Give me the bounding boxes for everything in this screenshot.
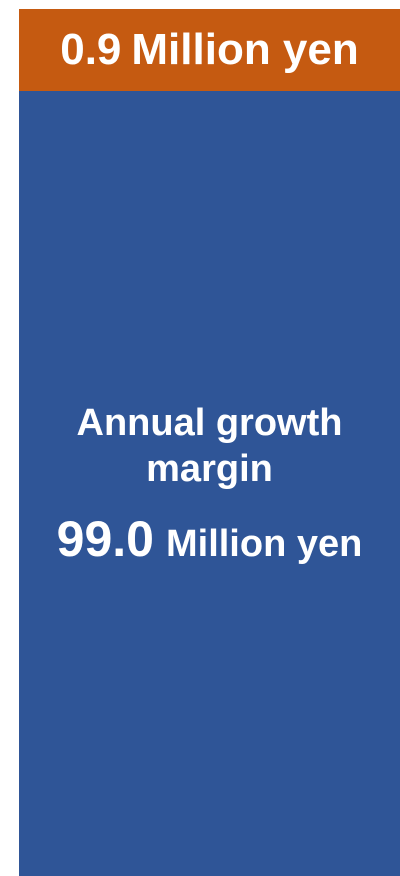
- bar-segment-top: 0.9 Million yen: [19, 9, 400, 91]
- stacked-bar: 0.9 Million yen Annual growth margin 99.…: [19, 9, 400, 876]
- growth-margin-unit: Million yen: [165, 522, 363, 565]
- top-segment-unit: Million yen: [131, 25, 359, 74]
- top-segment-number: 0.9: [60, 25, 122, 74]
- growth-margin-label: Annual growth margin: [76, 401, 343, 490]
- growth-margin-value-label: 99.0 Million yen: [57, 510, 363, 568]
- bar-segment-growth-margin: Annual growth margin 99.0 Million yen: [19, 91, 400, 876]
- top-segment-value-label: 0.9 Million yen: [60, 25, 359, 75]
- growth-margin-number: 99.0: [56, 510, 154, 567]
